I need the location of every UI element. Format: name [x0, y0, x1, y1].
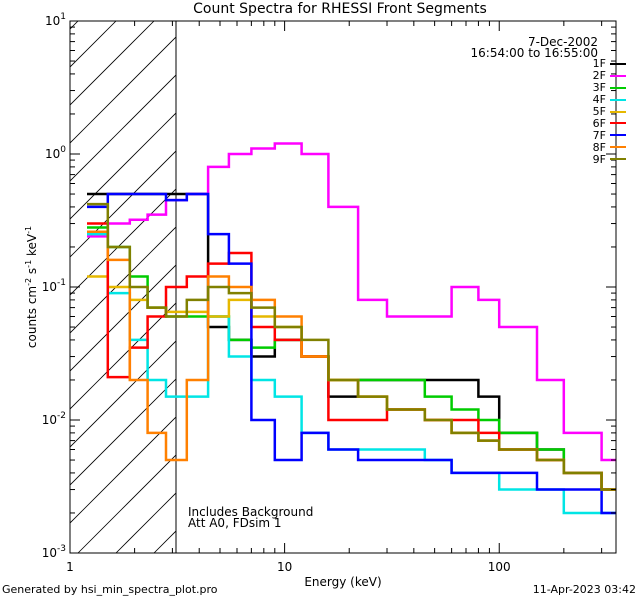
- legend-label: 1F: [592, 57, 606, 71]
- hatch-line: [230, 0, 640, 553]
- y-tick-label: 100: [45, 145, 66, 161]
- hatch-line: [70, 21, 79, 30]
- legend-label: 8F: [592, 140, 606, 154]
- time-range-annotation: 16:54:00 to 16:55:00: [470, 46, 598, 60]
- background-hatch-region: [70, 0, 640, 553]
- legend-swatch: [610, 134, 626, 137]
- x-axis-label: Energy (keV): [304, 575, 381, 589]
- date-annotation: 7-Dec-2002: [527, 35, 598, 49]
- legend-item-9F: 9F: [592, 152, 626, 166]
- legend-item-5F: 5F: [592, 105, 626, 119]
- x-tick-label: 10: [277, 560, 292, 574]
- y-tick-label: 10-3: [42, 544, 66, 560]
- hatch-line: [70, 74, 176, 182]
- legend-label: 6F: [592, 116, 606, 130]
- y-tick-label: 10-2: [42, 411, 66, 427]
- legend-item-2F: 2F: [592, 69, 626, 83]
- axis-ticks: [69, 20, 616, 554]
- legend-item-4F: 4F: [592, 93, 626, 107]
- y-tick-label: 101: [45, 12, 66, 28]
- legend-item-8F: 8F: [592, 140, 626, 154]
- series-4F: [87, 232, 616, 515]
- legend-label: 9F: [592, 152, 606, 166]
- x-tick-label: 100: [488, 560, 511, 574]
- legend-label: 2F: [592, 69, 606, 83]
- hatch-line: [268, 0, 640, 553]
- legend-item-6F: 6F: [592, 116, 626, 130]
- series-8F: [87, 230, 616, 491]
- background-note: Includes Background: [188, 505, 314, 519]
- legend-swatch: [610, 74, 626, 77]
- legend-swatch: [610, 86, 626, 89]
- legend-item-1F: 1F: [592, 57, 626, 71]
- y-axis-label: counts cm-2 s-1 keV-1: [24, 226, 39, 348]
- legend-swatch: [610, 110, 626, 113]
- timestamp-footer: 11-Apr-2023 03:42: [532, 583, 636, 596]
- x-tick-label: 1: [66, 560, 74, 574]
- hatch-line: [70, 150, 176, 258]
- y-tick-labels: 10-3 10-2 10-1 100 101: [42, 12, 67, 560]
- legend-swatch: [610, 146, 626, 149]
- chart-title: Count Spectra for RHESSI Front Segments: [193, 1, 487, 17]
- legend-swatch: [610, 158, 626, 161]
- series-2F: [87, 142, 616, 462]
- series-layer: [87, 142, 616, 515]
- series-7F: [87, 192, 616, 515]
- hatch-line: [70, 302, 176, 410]
- hatch-line: [70, 264, 176, 372]
- legend-label: 7F: [592, 128, 606, 142]
- hatch-line: [70, 378, 176, 486]
- legend-label: 5F: [592, 105, 606, 119]
- attenuator-note: Att A0, FDsim 1: [188, 516, 282, 530]
- legend-label: 3F: [592, 81, 606, 95]
- y-tick-label: 10-1: [42, 278, 66, 294]
- hatch-line: [70, 21, 117, 68]
- legend: 1F 2F 3F 4F 5F 6F 7F 8F 9F: [592, 57, 626, 166]
- legend-item-7F: 7F: [592, 128, 626, 142]
- hatch-line: [70, 188, 176, 296]
- legend-label: 4F: [592, 93, 606, 107]
- x-tick-labels: 1 10 100: [66, 560, 511, 574]
- legend-swatch: [610, 62, 626, 65]
- hatch-line: [70, 36, 176, 144]
- legend-swatch: [610, 98, 626, 101]
- hatch-line: [70, 21, 155, 106]
- hatch-line: [70, 226, 176, 334]
- legend-item-3F: 3F: [592, 81, 626, 95]
- legend-swatch: [610, 122, 626, 125]
- hatch-line: [192, 0, 640, 553]
- series-9F: [87, 202, 616, 491]
- generator-footer: Generated by hsi_min_spectra_plot.pro: [2, 583, 218, 596]
- hatch-line: [70, 416, 176, 524]
